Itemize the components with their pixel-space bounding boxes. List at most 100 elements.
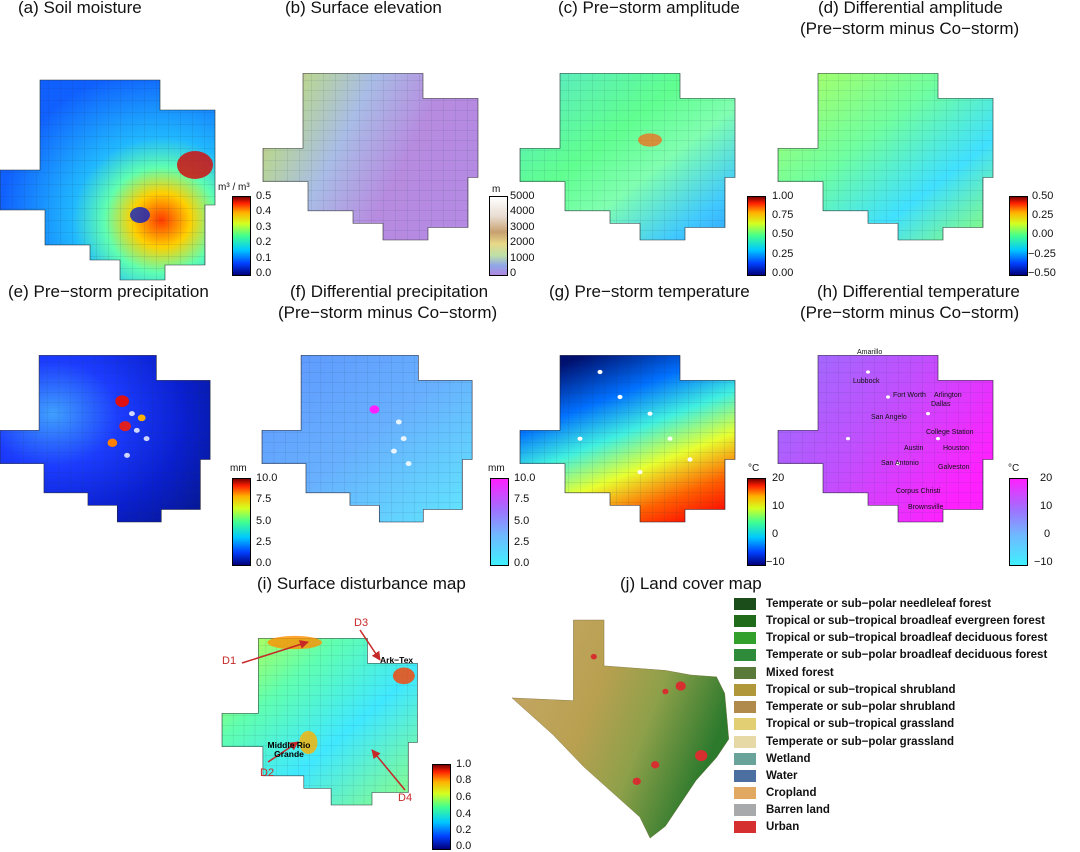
legend-label: Cropland — [766, 787, 817, 799]
city-label: Lubbock — [853, 378, 880, 385]
legend-item: Urban — [734, 819, 799, 835]
colorbar-tick: 2.5 — [256, 536, 272, 548]
colorbar-tick: −10 — [1034, 556, 1053, 568]
colorbar-tick: 0.4 — [456, 808, 472, 820]
city-label: Amarillo — [857, 349, 883, 356]
colorbar-tick: 10.0 — [514, 472, 536, 484]
city-label: Galveston — [938, 464, 970, 471]
panel-a-unit: m³ / m³ — [218, 182, 250, 193]
colorbar-tick: 7.5 — [514, 493, 530, 505]
legend-swatch — [734, 701, 756, 713]
panel-h-title-line2: (Pre−storm minus Co−storm) — [800, 303, 1020, 322]
legend-label: Temperate or sub−polar broadleaf deciduo… — [766, 649, 1048, 661]
panel-i-title: (i) Surface disturbance map — [257, 574, 466, 593]
colorbar-tick: 7.5 — [256, 493, 272, 505]
panel-c-title: (c) Pre−storm amplitude — [558, 0, 740, 17]
panel-b-title: (b) Surface elevation — [285, 0, 442, 17]
map-panel-c — [519, 72, 736, 241]
legend-label: Wetland — [766, 753, 811, 765]
city-label: Arlington — [934, 392, 962, 399]
colorbar-tick: 2.5 — [514, 536, 530, 548]
label-d2: D2 — [260, 767, 275, 779]
map-panel-j — [511, 619, 730, 839]
legend-swatch — [734, 753, 756, 765]
legend-swatch — [734, 718, 756, 730]
colorbar-tick: 10 — [1040, 500, 1053, 512]
city-label: Brownsville — [908, 504, 944, 511]
colorbar-tick: −0.25 — [1028, 248, 1056, 260]
legend-swatch — [734, 598, 756, 610]
legend-swatch — [734, 787, 756, 799]
city-label: San Angelo — [871, 414, 907, 421]
panel-f-title-line2: (Pre−storm minus Co−storm) — [278, 303, 498, 322]
colorbar-tick: 3000 — [510, 221, 535, 233]
legend-swatch — [734, 821, 756, 833]
legend-swatch — [734, 736, 756, 748]
legend-label: Tropical or sub−tropical shrubland — [766, 684, 956, 696]
colorbar-tick: 1.0 — [456, 758, 472, 770]
colorbar-tick: 5.0 — [514, 515, 530, 527]
panel-a-title: (a) Soil moisture — [18, 0, 142, 17]
city-label: Fort Worth — [893, 392, 926, 399]
panel-f-title-line1: (f) Differential precipitation — [290, 282, 489, 301]
colorbar-tick: 0 — [510, 267, 517, 279]
legend-item: Temperate or sub−polar shrubland — [734, 699, 955, 715]
panel-b-unit: m — [492, 184, 501, 195]
colorbar-tick: 0 — [1044, 528, 1051, 540]
city-label: San Antonio — [881, 460, 919, 467]
colorbar-tick: 0.3 — [256, 221, 272, 233]
colorbar-tick: 0.4 — [256, 205, 272, 217]
map-panel-i — [221, 635, 418, 806]
city-label: Houston — [943, 445, 970, 452]
colorbar-tick: 1000 — [510, 252, 535, 264]
legend-label: Temperate or sub−polar needleleaf forest — [766, 598, 992, 610]
panel-j-title: (j) Land cover map — [620, 574, 762, 593]
legend-swatch — [734, 770, 756, 782]
disturbance-arrows — [241, 629, 406, 791]
colorbar-tick: 0.1 — [256, 252, 272, 264]
legend-label: Urban — [766, 821, 800, 833]
label-d4: D4 — [398, 792, 413, 804]
legend-label: Water — [766, 770, 798, 782]
city-label: Dallas — [931, 401, 951, 408]
colorbar-tick: 0.00 — [1032, 228, 1054, 240]
panel-h-title-line1: (h) Differential temperature — [817, 282, 1020, 301]
colorbar-tick: 0.8 — [456, 774, 472, 786]
legend-item: Barren land — [734, 802, 830, 818]
colorbar-tick: 20 — [772, 472, 785, 484]
colorbar-tick: 10.0 — [256, 472, 278, 484]
city-label: Corpus Christi — [896, 488, 941, 495]
panel-e-title: (e) Pre−storm precipitation — [8, 282, 209, 301]
legend-item: Temperate or sub−polar broadleaf deciduo… — [734, 647, 1047, 663]
map-panel-f — [261, 354, 473, 523]
colorbar-tick: 0.6 — [456, 791, 472, 803]
panel-g-unit: °C — [748, 463, 760, 474]
colorbar-tick: 0.5 — [256, 190, 272, 202]
panel-e-colorbar — [232, 478, 251, 566]
colorbar-tick: 4000 — [510, 205, 535, 217]
legend-label: Tropical or sub−tropical broadleaf decid… — [766, 632, 1048, 644]
panel-d-colorbar — [1009, 196, 1028, 276]
colorbar-tick: 5.0 — [256, 515, 272, 527]
panel-d-title-line1: (d) Differential amplitude — [818, 0, 1003, 17]
legend-label: Barren land — [766, 804, 830, 816]
legend-item: Tropical or sub−tropical broadleaf everg… — [734, 613, 1045, 629]
panel-d-title-line2: (Pre−storm minus Co−storm) — [800, 19, 1020, 38]
legend-swatch — [734, 615, 756, 627]
colorbar-tick: 0.25 — [1032, 209, 1054, 221]
legend-item: Cropland — [734, 785, 816, 801]
panel-g-title: (g) Pre−storm temperature — [549, 282, 750, 301]
legend-item: Temperate or sub−polar needleleaf forest — [734, 596, 991, 612]
colorbar-tick: 0.0 — [256, 557, 272, 569]
legend-swatch — [734, 632, 756, 644]
label-middle-rio-grande: Middle Rio Grande — [267, 740, 311, 759]
colorbar-tick: 0 — [772, 528, 779, 540]
legend-item: Wetland — [734, 751, 811, 767]
colorbar-tick: 1.00 — [772, 190, 794, 202]
colorbar-tick: 0.00 — [772, 267, 794, 279]
legend-swatch — [734, 667, 756, 679]
label-d3: D3 — [354, 617, 369, 629]
panel-f-colorbar — [490, 478, 509, 566]
legend-item: Tropical or sub−tropical grassland — [734, 716, 954, 732]
colorbar-tick: 0.0 — [256, 267, 272, 279]
